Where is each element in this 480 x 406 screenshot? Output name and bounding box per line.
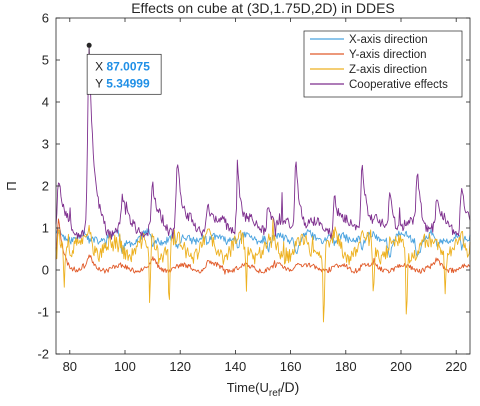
ticks: 80 100 120 140 160 180 200 220 -2 -1 0 1 2 3 4 5 6: [37, 11, 470, 374]
y-tick-label: 2: [42, 179, 49, 194]
legend: X-axis direction Y-axis direction Z-axis d…: [303, 30, 463, 98]
datatip-y-label: Y: [95, 76, 103, 90]
legend-entry: Y-axis direction: [349, 49, 427, 61]
x-tick-label: 160: [280, 359, 302, 374]
x-tick-label: 200: [390, 359, 412, 374]
x-axis-label-pre: Time(U: [227, 380, 269, 395]
legend-box: [303, 30, 463, 98]
datatip-box: [86, 53, 162, 95]
y-tick-label: 3: [42, 137, 49, 152]
x-tick-label: 180: [335, 359, 357, 374]
series-line-3[interactable]: [55, 218, 471, 323]
x-tick-label: 80: [63, 359, 77, 374]
series-line-1[interactable]: [55, 227, 471, 258]
y-tick-label: 4: [42, 95, 49, 110]
x-tick-label: 140: [225, 359, 247, 374]
legend-entry: X-axis direction: [349, 34, 428, 46]
datatip-x-label: X: [95, 59, 103, 73]
series-layer: [55, 47, 471, 323]
datatip-x-value: 87.0075: [107, 59, 151, 73]
x-tick-label: 120: [169, 359, 191, 374]
y-tick-label: 1: [42, 221, 49, 236]
x-axis-label-sub: ref: [269, 388, 281, 399]
datatip[interactable]: X 87.0075 Y 5.34999: [86, 42, 162, 95]
y-tick-label: -1: [37, 305, 49, 320]
series-line-4[interactable]: [55, 47, 471, 240]
y-axis-label: Π: [4, 181, 19, 190]
x-axis-label: Time(Uref/D): [227, 379, 299, 399]
y-tick-label: 0: [42, 263, 49, 278]
datatip-x-row: X 87.0075: [95, 59, 150, 73]
y-tick-label: -2: [37, 347, 49, 362]
legend-entry: Z-axis direction: [349, 64, 427, 76]
x-tick-label: 100: [114, 359, 136, 374]
series-line-2[interactable]: [55, 218, 471, 275]
legend-entry: Cooperative effects: [349, 79, 448, 91]
chart-title: Effects on cube at (3D,1.75D,2D) in DDES: [131, 0, 395, 16]
x-axis-label-post: /D): [281, 379, 300, 395]
y-tick-label: 6: [42, 11, 49, 26]
datatip-y-value: 5.34999: [106, 76, 150, 90]
x-tick-label: 220: [445, 359, 467, 374]
datatip-marker[interactable]: [86, 42, 92, 48]
datatip-y-row: Y 5.34999: [95, 76, 150, 90]
y-tick-label: 5: [42, 53, 49, 68]
